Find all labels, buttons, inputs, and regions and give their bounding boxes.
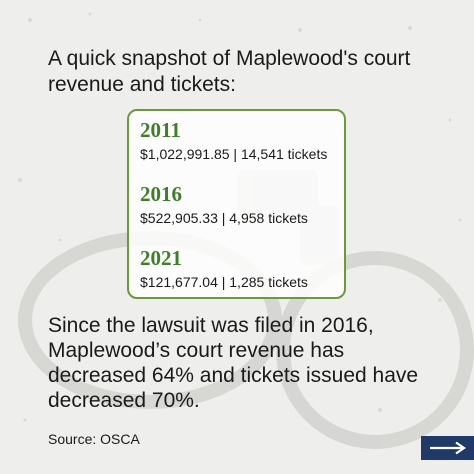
arrow-right-icon <box>429 441 466 455</box>
stats-box: 2011 $1,022,991.85 | 14,541 tickets 2016… <box>127 109 346 299</box>
stat-2011: 2011 $1,022,991.85 | 14,541 tickets <box>140 119 327 163</box>
stat-year: 2016 <box>140 182 182 206</box>
summary-text: Since the lawsuit was filed in 2016, Map… <box>48 314 419 412</box>
source-credit: Source: OSCA <box>48 431 140 447</box>
stat-detail: $121,677.04 | 1,285 tickets <box>140 274 308 290</box>
stat-year: 2011 <box>140 118 181 142</box>
stat-2021: 2021 $121,677.04 | 1,285 tickets <box>140 247 308 291</box>
next-button[interactable] <box>421 436 474 460</box>
stat-detail: $522,905.33 | 4,958 tickets <box>140 210 308 226</box>
stat-detail: $1,022,991.85 | 14,541 tickets <box>140 146 328 162</box>
stat-2016: 2016 $522,905.33 | 4,958 tickets <box>140 183 308 227</box>
headline: A quick snapshot of Maplewood's court re… <box>48 47 411 96</box>
stat-year: 2021 <box>140 246 182 270</box>
